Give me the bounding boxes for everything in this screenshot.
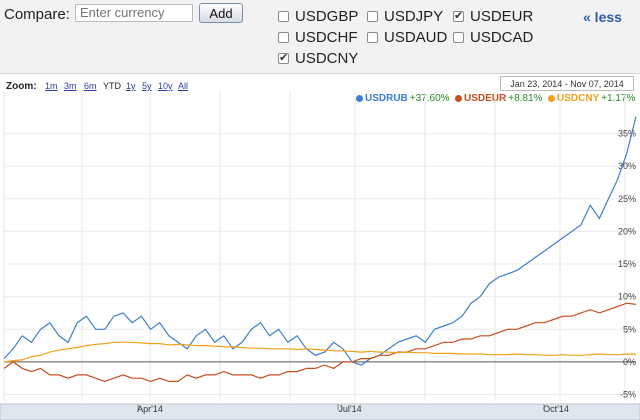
x-tick-label: Jul'14 bbox=[338, 404, 361, 414]
legend-usdcny: USDCNY +1.17% bbox=[548, 93, 635, 104]
checkbox-usdjpy[interactable]: USDJPY bbox=[367, 8, 443, 25]
checkbox-label: USDGBP bbox=[295, 8, 359, 25]
zoom-3m[interactable]: 3m bbox=[64, 81, 77, 91]
legend-change: +37.60% bbox=[409, 93, 450, 104]
zoom-10y[interactable]: 10y bbox=[158, 81, 173, 91]
checkbox-usdaud[interactable]: USDAUD bbox=[367, 29, 447, 46]
series-line-usdcny bbox=[3, 341, 637, 363]
checkbox-icon[interactable] bbox=[278, 32, 289, 43]
compare-toolbar: Compare: Add USDGBP USDJPY USDEUR USDCHF… bbox=[0, 0, 640, 73]
zoom-ytd[interactable]: YTD bbox=[103, 81, 121, 91]
checkbox-label: USDCNY bbox=[295, 50, 359, 67]
y-tick-label: 15% bbox=[618, 259, 636, 269]
checkbox-label: USDJPY bbox=[384, 8, 444, 25]
x-tick-label: Apr'14 bbox=[137, 404, 163, 414]
y-tick-label: 20% bbox=[618, 226, 636, 236]
checkbox-checked-icon[interactable] bbox=[278, 51, 289, 64]
legend-series-name: USDEUR bbox=[464, 93, 507, 104]
checkbox-icon[interactable] bbox=[453, 32, 464, 43]
date-range-display[interactable]: Jan 23, 2014 - Nov 07, 2014 bbox=[500, 76, 634, 91]
checkbox-usdchf[interactable]: USDCHF bbox=[278, 29, 358, 46]
y-tick-label: 35% bbox=[618, 129, 636, 139]
zoom-1m[interactable]: 1m bbox=[45, 81, 58, 91]
checkbox-icon[interactable] bbox=[278, 11, 289, 22]
zoom-all[interactable]: All bbox=[178, 81, 189, 91]
checkbox-label: USDEUR bbox=[470, 8, 534, 25]
line-chart[interactable]: 35% 30% 25% 20% 15% 10% 5% 0% -5% Apr'14 Jul'14 Oct… bbox=[0, 74, 640, 420]
series-line-usdrub bbox=[3, 116, 637, 366]
checkbox-usdcny[interactable]: USDCNY bbox=[278, 50, 358, 67]
legend-dot-icon bbox=[548, 95, 555, 102]
currency-search-input[interactable] bbox=[75, 4, 193, 22]
checkbox-label: USDCHF bbox=[295, 29, 358, 46]
x-tick-label: Oct'14 bbox=[543, 404, 569, 414]
range-navigator bbox=[0, 404, 640, 420]
y-tick-label: 25% bbox=[618, 194, 636, 204]
y-tick-label: 30% bbox=[618, 161, 636, 171]
y-tick-label: 10% bbox=[618, 292, 636, 302]
chart-panel: Zoom: 1m 3m 6m YTD 1y 5y 10y All Jan 23,… bbox=[0, 73, 640, 420]
zoom-label: Zoom: bbox=[6, 81, 37, 92]
y-tick-label: 5% bbox=[623, 324, 636, 334]
legend-series-name: USDRUB bbox=[365, 93, 408, 104]
legend-dot-icon bbox=[356, 95, 363, 102]
legend-usdeur: USDEUR +8.81% bbox=[455, 93, 542, 104]
series-line-usdeur bbox=[3, 302, 637, 383]
range-navigator-border bbox=[0, 403, 640, 420]
zoom-5y[interactable]: 5y bbox=[142, 81, 152, 91]
legend-dot-icon bbox=[455, 95, 462, 102]
checkbox-usdgbp[interactable]: USDGBP bbox=[278, 8, 358, 25]
legend-change: +8.81% bbox=[508, 93, 543, 104]
legend-series-name: USDCNY bbox=[557, 93, 600, 104]
zoom-1y[interactable]: 1y bbox=[126, 81, 136, 91]
checkbox-checked-icon[interactable] bbox=[453, 9, 464, 22]
checkbox-usdcad[interactable]: USDCAD bbox=[453, 29, 533, 46]
checkbox-label: USDCAD bbox=[470, 29, 534, 46]
legend-change: +1.17% bbox=[601, 93, 636, 104]
checkbox-usdeur[interactable]: USDEUR bbox=[453, 8, 533, 25]
y-tick-label: -5% bbox=[620, 389, 636, 399]
add-button[interactable]: Add bbox=[199, 3, 243, 23]
checkbox-icon[interactable] bbox=[367, 32, 378, 43]
compare-label: Compare: bbox=[4, 6, 70, 23]
checkbox-icon[interactable] bbox=[367, 11, 378, 22]
checkbox-label: USDAUD bbox=[384, 29, 448, 46]
legend-usdrub: USDRUB +37.60% bbox=[356, 93, 450, 104]
less-link[interactable]: « less bbox=[583, 9, 622, 25]
y-tick-label: 0% bbox=[623, 357, 636, 367]
zoom-6m[interactable]: 6m bbox=[84, 81, 97, 91]
